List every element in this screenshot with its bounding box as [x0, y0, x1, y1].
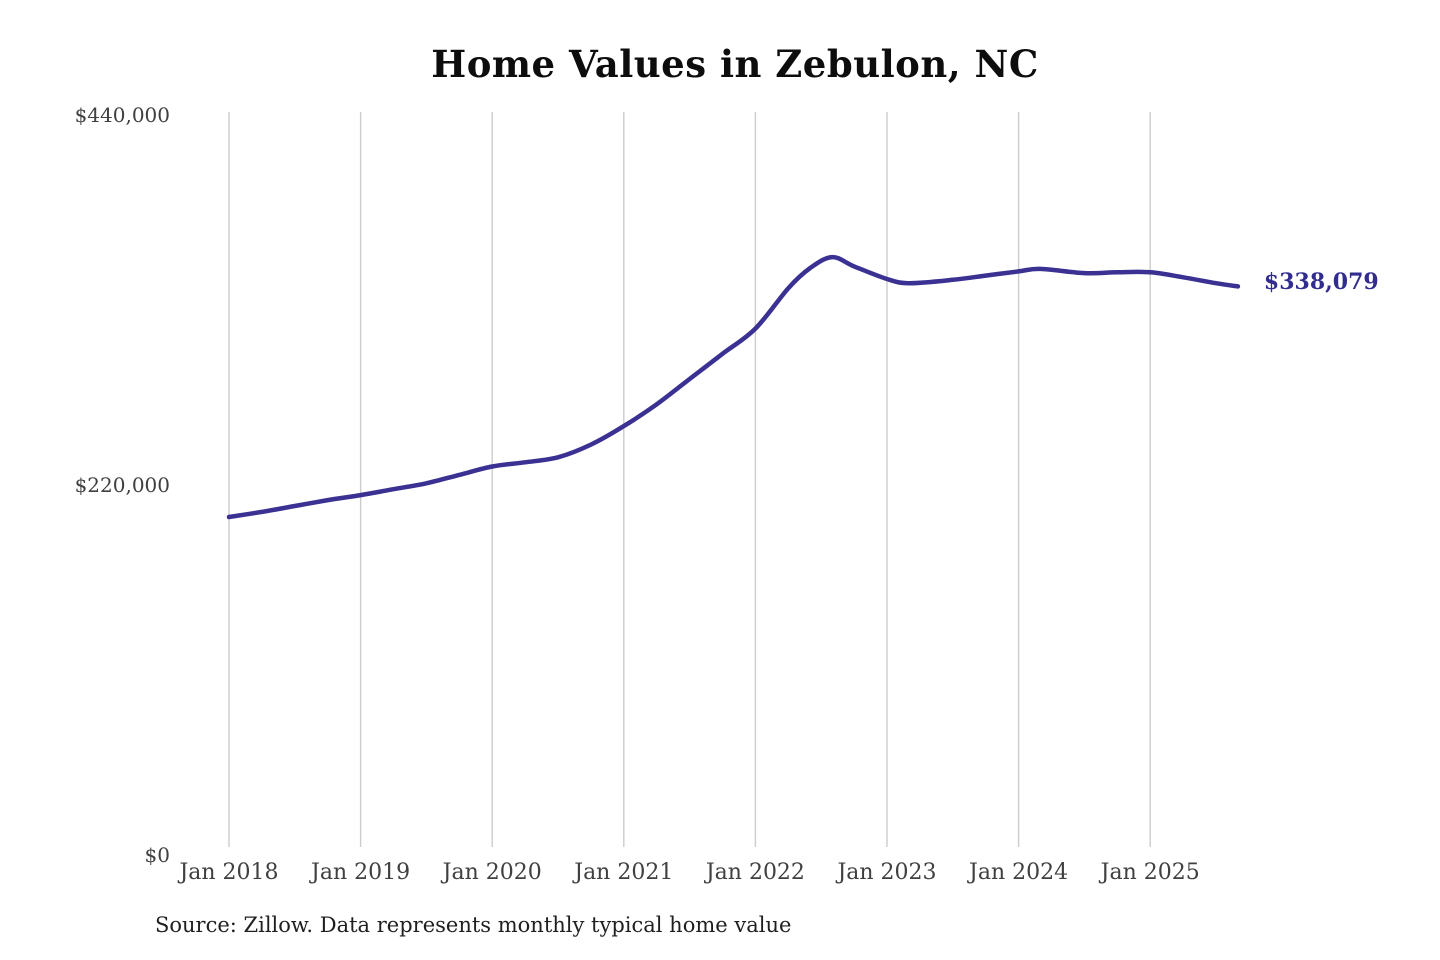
chart-title: Home Values in Zebulon, NC: [431, 42, 1039, 86]
x-axis-tick-label: Jan 2024: [967, 860, 1068, 885]
home-value-line: [226, 254, 1241, 520]
source-note: Source: Zillow. Data represents monthly …: [155, 913, 792, 937]
x-axis-tick-label: Jan 2023: [835, 860, 936, 885]
x-axis-tick-label: Jan 2018: [177, 860, 278, 885]
x-axis-tick-label: Jan 2021: [572, 860, 673, 885]
x-axis-tick-label: Jan 2019: [309, 860, 410, 885]
x-axis-tick-label: Jan 2025: [1099, 860, 1200, 885]
current-value-label: $338,079: [1263, 269, 1379, 296]
x-axis-tick-label: Jan 2020: [441, 860, 542, 885]
y-axis-tick-label: $220,000: [75, 473, 170, 497]
y-axis-tick-label: $0: [145, 843, 170, 867]
y-axis-tick-label: $440,000: [75, 103, 170, 127]
x-axis-tick-label: Jan 2022: [704, 860, 805, 885]
